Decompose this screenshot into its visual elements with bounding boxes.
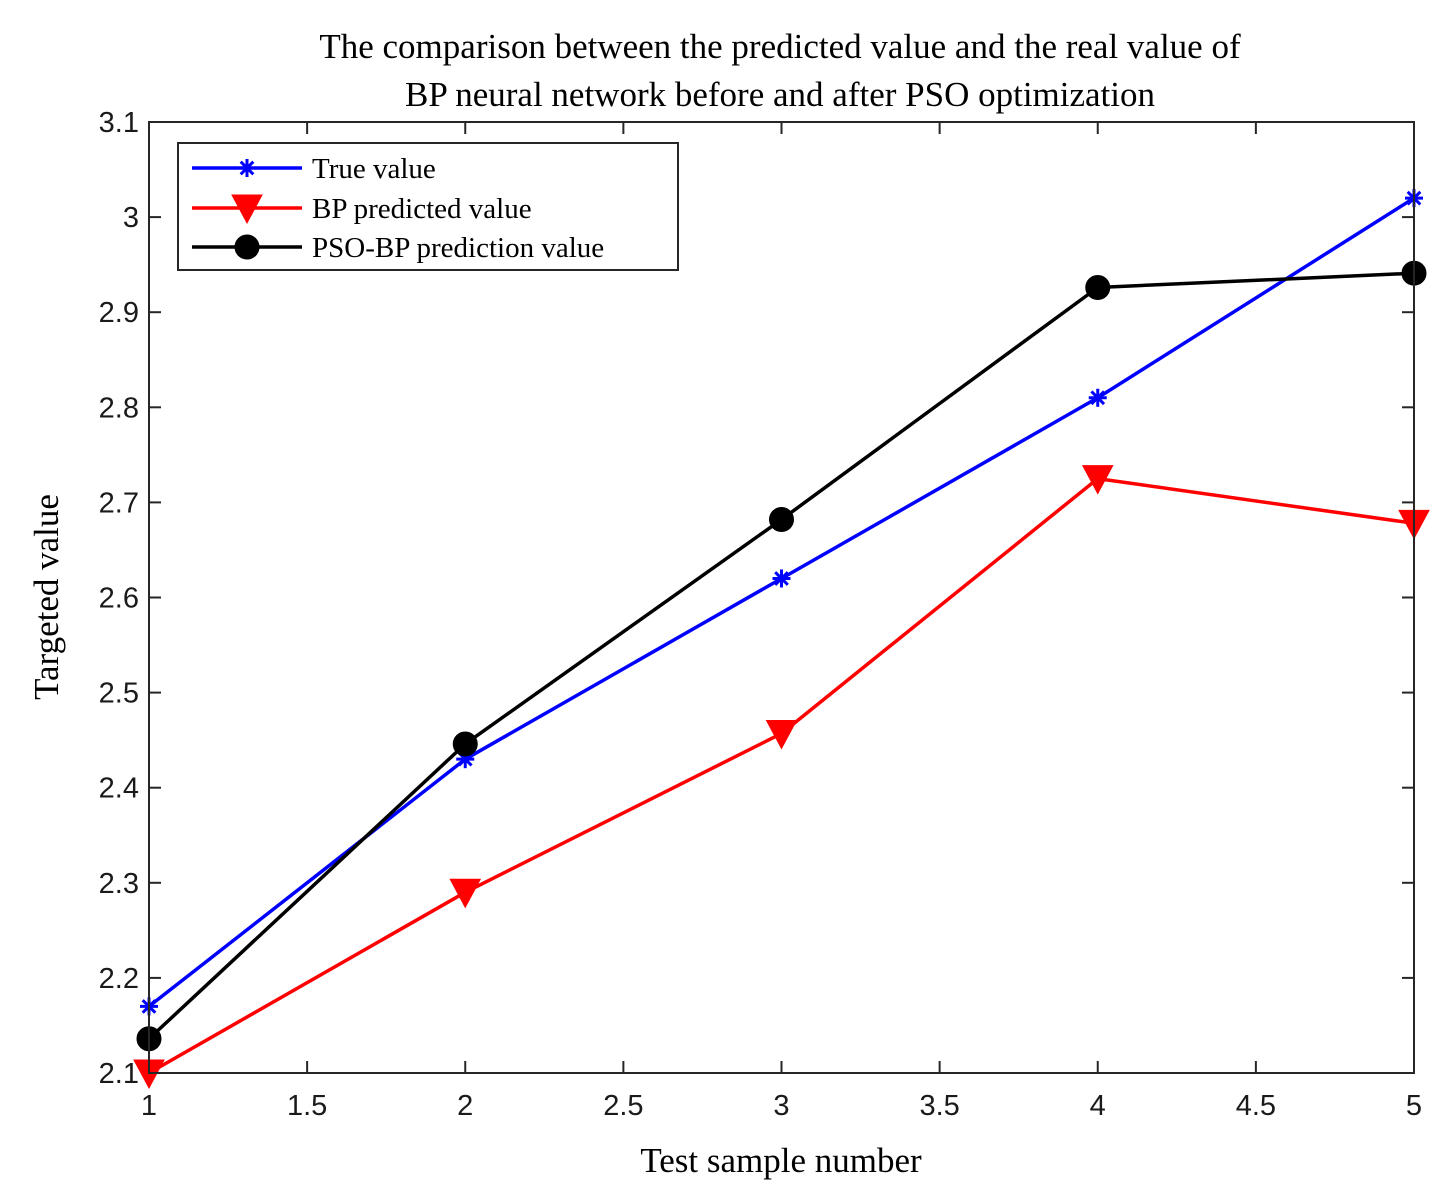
data-point-circle bbox=[769, 507, 794, 533]
x-tick-label: 3 bbox=[773, 1090, 789, 1122]
x-tick-label: 1 bbox=[141, 1090, 157, 1122]
x-tick-label: 5 bbox=[1406, 1090, 1422, 1122]
data-point-triangle bbox=[231, 194, 263, 225]
data-point-triangle bbox=[449, 878, 482, 909]
y-tick-label: 2.1 bbox=[99, 1058, 139, 1090]
data-point-asterisk bbox=[238, 159, 256, 177]
x-tick-labels: 1 1.5 2 2.5 3 3.5 4 4.5 5 bbox=[141, 1090, 1422, 1122]
x-tick-label: 2 bbox=[457, 1090, 473, 1122]
legend-label: BP predicted value bbox=[312, 193, 532, 225]
y-tick-label: 2.3 bbox=[99, 868, 139, 900]
axes-box bbox=[148, 121, 1415, 1074]
y-tick-label: 2.7 bbox=[99, 487, 139, 519]
legend-item: PSO-BP prediction value bbox=[192, 232, 604, 264]
y-tick-label: 2.9 bbox=[99, 297, 139, 329]
y-axis-label: Targeted value bbox=[27, 494, 66, 700]
y-tick-label: 2.2 bbox=[99, 963, 139, 995]
data-point-asterisk bbox=[772, 569, 791, 588]
chart-title-line-2: BP neural network before and after PSO o… bbox=[405, 75, 1155, 114]
data-point-triangle bbox=[765, 719, 798, 750]
data-point-circle bbox=[1085, 274, 1111, 300]
data-point-triangle bbox=[1081, 465, 1114, 495]
data-point-asterisk bbox=[1088, 388, 1107, 407]
y-tick-label: 3.1 bbox=[99, 107, 139, 139]
data-point-circle bbox=[452, 731, 478, 757]
y-tick-labels: 2.1 2.2 2.3 2.4 2.5 2.6 2.7 2.8 2.9 3 3.1 bbox=[99, 107, 139, 1090]
data-point-circle bbox=[234, 234, 260, 260]
legend-item: True value bbox=[192, 153, 436, 185]
series-layer bbox=[133, 189, 1430, 1090]
x-tick-label: 1.5 bbox=[287, 1090, 327, 1122]
legend-label: True value bbox=[312, 153, 436, 185]
y-tick-label: 3 bbox=[123, 202, 139, 234]
chart-title-line-1: The comparison between the predicted val… bbox=[319, 27, 1241, 66]
legend-label: PSO-BP prediction value bbox=[312, 232, 604, 264]
y-tick-label: 2.4 bbox=[99, 773, 139, 805]
x-tick-label: 2.5 bbox=[603, 1090, 643, 1122]
x-tick-label: 3.5 bbox=[919, 1090, 959, 1122]
chart-title: The comparison between the predicted val… bbox=[319, 27, 1241, 114]
y-tick-label: 2.8 bbox=[99, 392, 139, 424]
x-tick-label: 4 bbox=[1090, 1090, 1106, 1122]
legend: True value BP predicted value PSO-BP predi… bbox=[177, 142, 679, 271]
y-tick-label: 2.6 bbox=[99, 583, 139, 615]
legend-item: BP predicted value bbox=[192, 193, 532, 225]
plot-area bbox=[149, 122, 1414, 1073]
y-tick-label: 2.5 bbox=[99, 678, 139, 710]
x-axis-label: Test sample number bbox=[640, 1141, 922, 1180]
x-tick-label: 4.5 bbox=[1236, 1090, 1276, 1122]
